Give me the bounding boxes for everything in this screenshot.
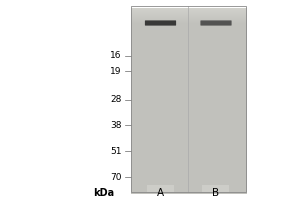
Text: A: A (157, 188, 164, 198)
Text: 38: 38 (110, 120, 122, 130)
Text: 19: 19 (110, 66, 122, 75)
Text: 51: 51 (110, 146, 122, 156)
Text: kDa: kDa (93, 188, 114, 198)
Text: 70: 70 (110, 172, 122, 182)
Text: 16: 16 (110, 51, 122, 60)
Bar (130, 6, 246, 192)
Text: B: B (212, 188, 220, 198)
Bar (202, 185, 230, 192)
Bar (147, 185, 174, 192)
FancyBboxPatch shape (145, 20, 176, 26)
Text: 28: 28 (110, 96, 122, 104)
FancyBboxPatch shape (200, 20, 232, 26)
